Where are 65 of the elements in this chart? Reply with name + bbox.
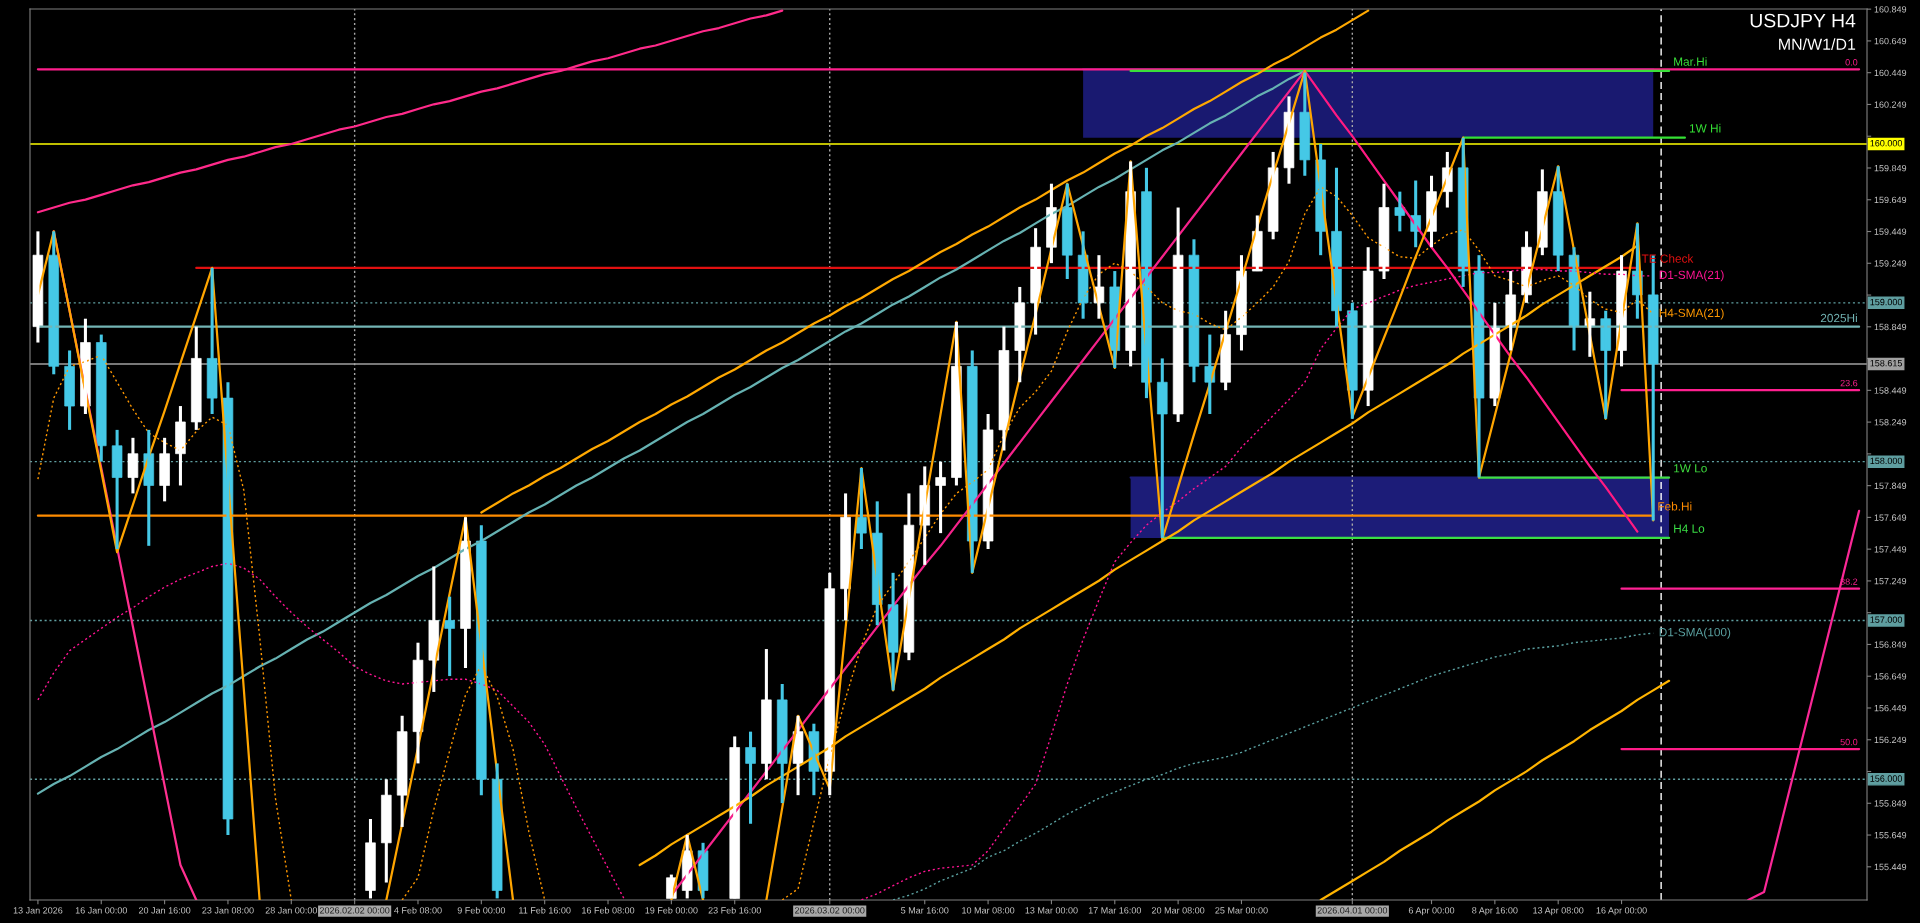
x-tick-label: 8 Apr 16:00: [1472, 907, 1518, 916]
x-tick-label: 10 Mar 08:00: [962, 907, 1015, 914]
x-tick-label: 13 Mar 00:00: [1025, 907, 1078, 914]
series-label: 1W Lo: [1674, 464, 1707, 473]
x-tick-label: 11 Feb 16:00: [519, 906, 571, 914]
y-tick-label: 159.249: [1874, 260, 1907, 267]
y-tick-label: 156.649: [1874, 673, 1907, 680]
x-tick-label: 16 Feb 08:00: [582, 906, 635, 914]
x-tick-label: 2026.04.01 00:00: [1317, 907, 1388, 914]
y-tick-label: 158.849: [1874, 323, 1907, 331]
y-tick-label: 158.249: [1874, 419, 1907, 426]
y-tick-label: 157.449: [1874, 546, 1907, 553]
x-tick-label: 23 Feb 16:00: [708, 906, 761, 914]
x-tick-label: 20 Jan 16:00: [138, 907, 191, 914]
x-tick-label: 17 Mar 16:00: [1088, 907, 1142, 914]
series-label: H4-SMA(21): [1659, 308, 1724, 320]
y-tick-label: 160.249: [1874, 101, 1907, 108]
ref-line-label: 158.615: [1870, 360, 1903, 367]
x-tick-label: 28 Jan 00:00: [265, 907, 318, 914]
series-label: D1-SMA(100): [1659, 627, 1731, 639]
series-label: D1-SMA(21): [1659, 270, 1724, 282]
x-tick-label: 25 Mar 00:00: [1215, 907, 1268, 914]
y-tick-label: 159.849: [1874, 164, 1907, 172]
x-tick-label: 5 Mar 16:00: [901, 907, 949, 914]
y-tick-label: 159.449: [1874, 228, 1907, 235]
x-tick-label: 13 Apr 08:00: [1533, 907, 1584, 916]
ref-line-label: 159.000: [1870, 298, 1903, 306]
y-tick-label: 155.449: [1874, 863, 1907, 871]
x-tick-label: 16 Apr 00:00: [1596, 907, 1647, 916]
x-tick-label: 2026.02.02 00:00: [319, 907, 390, 914]
y-tick-label: 155.849: [1874, 800, 1907, 807]
y-tick-label: 155.649: [1874, 832, 1907, 839]
series-label: Mar.Hi: [1674, 57, 1707, 66]
series-label: 1W Hi: [1689, 123, 1721, 133]
y-tick-label: 157.249: [1874, 577, 1907, 585]
x-tick-label: 13 Jan 2026: [13, 907, 63, 914]
x-tick-label: 16 Jan 00:00: [75, 907, 128, 914]
series-label: 50.0: [1840, 738, 1858, 746]
y-tick-label: 156.849: [1874, 641, 1907, 648]
series-label: H4 Lo: [1674, 524, 1705, 533]
y-tick-label: 159.649: [1874, 196, 1907, 204]
x-tick-label: 2026.03.02 00:00: [795, 907, 865, 914]
x-tick-label: 9 Feb 00:00: [457, 906, 506, 914]
x-tick-label: 20 Mar 08:00: [1151, 907, 1205, 914]
ref-line-label: 160.000: [1870, 140, 1903, 147]
y-tick-label: 160.649: [1874, 37, 1907, 45]
ref-line-label: 156.000: [1870, 775, 1903, 782]
y-tick-label: 157.849: [1874, 482, 1907, 489]
y-tick-label: 160.849: [1874, 6, 1907, 13]
ref-line-label: 158.000: [1870, 457, 1903, 465]
chart-title: USDJPY H4: [1750, 13, 1856, 28]
y-tick-label: 156.449: [1874, 704, 1907, 712]
x-tick-label: 4 Feb 08:00: [394, 906, 442, 914]
series-label: 0.0: [1845, 59, 1858, 66]
y-tick-label: 156.249: [1874, 736, 1907, 744]
series-label: 2025Hi: [1820, 313, 1857, 323]
x-tick-label: 6 Apr 00:00: [1408, 907, 1455, 916]
x-tick-label: 23 Jan 08:00: [202, 907, 254, 914]
text: MN/W1/D1: [1779, 38, 1856, 50]
series-label: 23.6: [1840, 379, 1858, 387]
y-tick-label: 157.649: [1874, 514, 1907, 521]
y-tick-label: 160.449: [1874, 69, 1907, 77]
ref-line-label: 157.000: [1870, 616, 1903, 623]
y-tick-label: 158.449: [1874, 387, 1907, 394]
x-tick-label: 19 Feb 00:00: [645, 906, 698, 914]
